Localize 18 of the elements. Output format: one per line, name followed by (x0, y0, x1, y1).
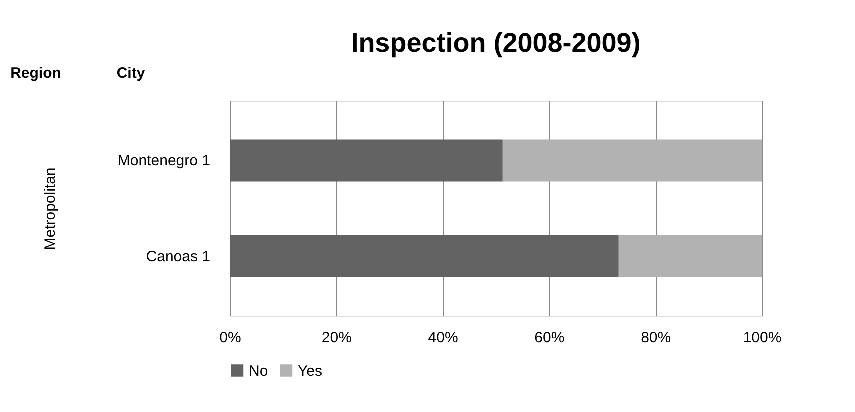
x-tick-label: 40% (428, 330, 458, 346)
y-axis-title: Metropolitan (42, 168, 59, 250)
text: Region (10, 65, 62, 82)
bar (230, 235, 619, 278)
x-tick-label: 20% (322, 330, 352, 346)
x-tick-label: 80% (641, 330, 672, 346)
x-tick-label: 0% (220, 330, 242, 346)
bar (618, 235, 762, 278)
x-tick-label: 60% (534, 330, 565, 346)
y-tick-label: Canoas 1 (146, 248, 210, 266)
x-tick-label: 100% (743, 330, 782, 346)
bar (230, 140, 503, 182)
chart-title: Inspection (2008-2009) (351, 28, 641, 58)
y-tick-label: Montenegro 1 (118, 152, 210, 170)
legend-label: Yes (298, 362, 322, 380)
bar (502, 140, 762, 182)
text: City (116, 65, 146, 82)
legend-label: No (249, 362, 268, 380)
